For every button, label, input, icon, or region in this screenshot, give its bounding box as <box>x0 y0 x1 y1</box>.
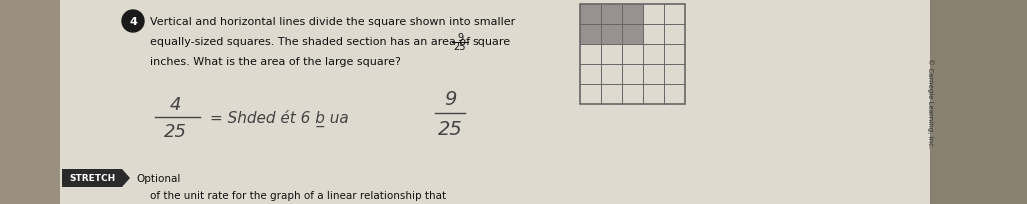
Polygon shape <box>62 169 130 187</box>
Bar <box>580 5 601 25</box>
Text: inches. What is the area of the large square?: inches. What is the area of the large sq… <box>150 57 401 67</box>
Bar <box>622 5 643 25</box>
Text: Vertical and horizontal lines divide the square shown into smaller: Vertical and horizontal lines divide the… <box>150 17 516 27</box>
Text: 25: 25 <box>438 120 462 139</box>
Bar <box>60 0 930 204</box>
Bar <box>601 25 622 45</box>
Text: square: square <box>472 37 510 47</box>
Polygon shape <box>0 0 60 204</box>
Text: 9: 9 <box>457 33 463 43</box>
Circle shape <box>122 11 144 33</box>
Bar <box>622 25 643 45</box>
Text: © Carnegie Learning, Inc.: © Carnegie Learning, Inc. <box>926 58 934 147</box>
Text: 25: 25 <box>454 42 466 52</box>
Bar <box>580 5 685 104</box>
Bar <box>580 25 601 45</box>
Text: = Shded ét 6 b̲ ua: = Shded ét 6 b̲ ua <box>210 109 349 126</box>
Text: Optional: Optional <box>136 173 181 183</box>
Bar <box>601 5 622 25</box>
Text: 9: 9 <box>444 90 456 109</box>
Text: 4: 4 <box>129 17 137 27</box>
Bar <box>930 0 1027 204</box>
Text: equally-sized squares. The shaded section has an area of: equally-sized squares. The shaded sectio… <box>150 37 470 47</box>
Text: 25: 25 <box>163 122 187 140</box>
Text: STRETCH: STRETCH <box>69 174 115 183</box>
Text: 4: 4 <box>169 95 181 113</box>
Text: of the unit rate for the graph of a linear relationship that: of the unit rate for the graph of a line… <box>150 190 446 200</box>
